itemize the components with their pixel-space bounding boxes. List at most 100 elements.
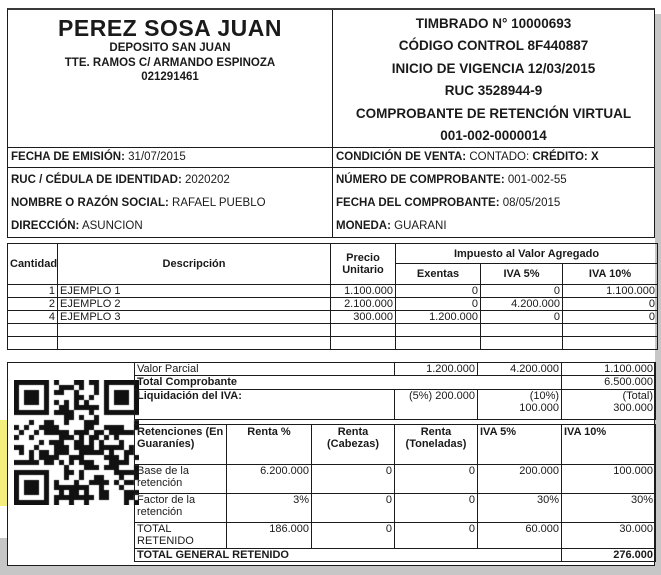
- condicion-venta-label: CONDICIÓN DE VENTA:: [336, 151, 467, 163]
- col-renta-cabezas: Renta (Cabezas): [311, 424, 395, 465]
- comprobante-fecha-value: 08/05/2015: [502, 197, 561, 209]
- info-box: RUC / CÉDULA DE IDENTIDAD: 2020202 NOMBR…: [7, 167, 655, 238]
- receiver-ruc: RUC / CÉDULA DE IDENTIDAD: 2020202: [11, 169, 332, 192]
- item-precio: 1.100.000: [330, 284, 396, 298]
- total-retenido-label: TOTAL RETENIDO: [134, 522, 227, 549]
- comprobante-numero: NÚMERO DE COMPROBANTE: 001-002-55: [336, 169, 654, 192]
- cell-value: 200.000: [477, 464, 562, 494]
- cell-value: 0: [394, 493, 478, 523]
- item-iva10: [561, 323, 659, 337]
- receiver-nombre-label: NOMBRE O RAZÓN SOCIAL:: [11, 197, 169, 209]
- moneda: MONEDA: GUARANI: [336, 215, 654, 238]
- comprobante-info: NÚMERO DE COMPROBANTE: 001-002-55 FECHA …: [333, 168, 654, 237]
- condicion-venta-value: CONTADO:: [469, 151, 530, 163]
- item-iva10: 0: [561, 310, 659, 324]
- col-retenciones: Retenciones (En Guaraníes): [134, 424, 227, 465]
- item-row: 1 EJEMPLO 1 1.100.000 0 0 1.100.000: [7, 284, 659, 298]
- valor-parcial-iva5: 4.200.000: [477, 362, 563, 376]
- cell-value: 3%: [226, 493, 312, 523]
- col-reten-iva5: IVA 5%: [477, 424, 562, 465]
- liquidacion-10: (10%) 100.000: [477, 389, 563, 420]
- item-exentas: [395, 323, 481, 337]
- item-descripcion: EJEMPLO 1: [57, 284, 331, 298]
- item-cantidad: 1: [7, 284, 58, 298]
- liquidacion-5: (5%) 200.000: [394, 389, 479, 420]
- comprobante-fecha: FECHA DEL COMPROBANTE: 08/05/2015: [336, 192, 654, 215]
- document-header: PEREZ SOSA JUAN DEPOSITO SAN JUAN TTE. R…: [7, 8, 655, 148]
- item-iva5: 0: [480, 284, 563, 298]
- issuer-line4: 021291461: [141, 71, 199, 83]
- totals-section: Valor Parcial 1.200.000 4.200.000 1.100.…: [7, 362, 657, 566]
- cell-value: 100.000: [561, 464, 656, 494]
- liquidacion-total: (Total) 300.000: [561, 389, 657, 420]
- item-iva10: 1.100.000: [561, 284, 659, 298]
- cell-value: 0: [311, 522, 395, 549]
- col-iva5: IVA 5%: [480, 263, 563, 285]
- item-cantidad: [7, 336, 58, 350]
- fecha-emision: FECHA DE EMISIÓN: 31/07/2015: [8, 148, 333, 167]
- cell-value: 6.200.000: [226, 464, 312, 494]
- valor-parcial-exentas: 1.200.000: [394, 362, 479, 376]
- comprobante-fecha-label: FECHA DEL COMPROBANTE:: [336, 197, 500, 209]
- item-row: 4 EJEMPLO 3 300.000 1.200.000 0 0: [7, 310, 659, 324]
- liquidacion-label: Liquidación del IVA:: [133, 389, 396, 420]
- qr-code: [14, 380, 139, 505]
- total-general-row: TOTAL GENERAL RETENIDO 276.000: [134, 548, 656, 562]
- fecha-emision-label: FECHA DE EMISIÓN:: [11, 151, 125, 163]
- cell-value: 0: [311, 464, 395, 494]
- totals-table: Valor Parcial 1.200.000 4.200.000 1.100.…: [133, 362, 657, 420]
- item-iva5: 0: [480, 310, 563, 324]
- factor-retencion-row: Factor de la retención 3% 0 0 30% 30%: [134, 493, 656, 523]
- item-iva5: [480, 323, 563, 337]
- item-iva10: 0: [561, 297, 659, 311]
- receiver-direccion: DIRECCIÓN: ASUNCION: [11, 215, 332, 238]
- items-header-row-1: Cantidad Descripción Precio Unitario Imp…: [7, 243, 659, 285]
- item-cantidad: [7, 323, 58, 337]
- receiver-ruc-label: RUC / CÉDULA DE IDENTIDAD:: [11, 174, 182, 186]
- stamp-box: TIMBRADO N° 10000693 CÓDIGO CONTROL 8F44…: [333, 10, 654, 147]
- item-row-empty: [7, 336, 659, 350]
- item-precio: [330, 336, 396, 350]
- col-group-iva: Impuesto al Valor Agregado: [394, 243, 659, 264]
- retenciones-header-row: Retenciones (En Guaraníes) Renta % Renta…: [134, 424, 656, 465]
- liquidacion-iva-row: Liquidación del IVA: (5%) 200.000 (10%) …: [133, 389, 657, 420]
- stamp-timbrado: TIMBRADO N° 10000693: [415, 16, 572, 31]
- item-iva5: 4.200.000: [480, 297, 563, 311]
- total-general-value: 276.000: [561, 548, 656, 562]
- issuer-line3: TTE. RAMOS C/ ARMANDO ESPINOZA: [64, 56, 276, 69]
- receiver-direccion-label: DIRECCIÓN:: [11, 220, 80, 232]
- base-retencion-label: Base de la retención: [134, 464, 227, 494]
- cell-value: 60.000: [477, 522, 562, 549]
- cell-value: 0: [394, 522, 478, 549]
- page-shadow-right: [655, 14, 661, 566]
- receiver-ruc-value: 2020202: [185, 174, 230, 186]
- col-precio-unitario: Precio Unitario: [330, 243, 396, 285]
- item-exentas: 1.200.000: [395, 310, 481, 324]
- total-general-label: TOTAL GENERAL RETENIDO: [134, 548, 562, 562]
- info-row-fecha: FECHA DE EMISIÓN: 31/07/2015 CONDICIÓN D…: [7, 147, 655, 168]
- receiver-nombre-value: RAFAEL PUEBLO: [172, 197, 266, 209]
- factor-retencion-label: Factor de la retención: [134, 493, 227, 523]
- moneda-value: GUARANI: [394, 220, 447, 232]
- item-iva5: [480, 336, 563, 350]
- stamp-numero-documento: 001-002-0000014: [440, 128, 547, 144]
- cell-value: 30%: [477, 493, 562, 523]
- items-table: Cantidad Descripción Precio Unitario Imp…: [7, 243, 659, 350]
- item-descripcion: [57, 336, 331, 350]
- item-row-empty: [7, 323, 659, 337]
- item-exentas: 0: [395, 284, 481, 298]
- item-row: 2 EJEMPLO 2 2.100.000 0 4.200.000 0: [7, 297, 659, 311]
- col-renta-toneladas: Renta (Toneladas): [394, 424, 478, 465]
- item-precio: 2.100.000: [330, 297, 396, 311]
- item-exentas: [395, 336, 481, 350]
- item-cantidad: 4: [7, 310, 58, 324]
- item-cantidad: 2: [7, 297, 58, 311]
- issuer-box: PEREZ SOSA JUAN DEPOSITO SAN JUAN TTE. R…: [8, 10, 333, 147]
- comprobante-numero-label: NÚMERO DE COMPROBANTE:: [336, 174, 505, 186]
- liquidacion-total-value: 300.000: [613, 402, 654, 414]
- total-comprobante-row: Total Comprobante 6.500.000: [133, 375, 657, 390]
- credito-flag: CRÉDITO: X: [532, 151, 599, 163]
- stamp-tipo-documento: COMPROBANTE DE RETENCIÓN VIRTUAL: [355, 105, 632, 121]
- col-reten-iva10: IVA 10%: [561, 424, 656, 465]
